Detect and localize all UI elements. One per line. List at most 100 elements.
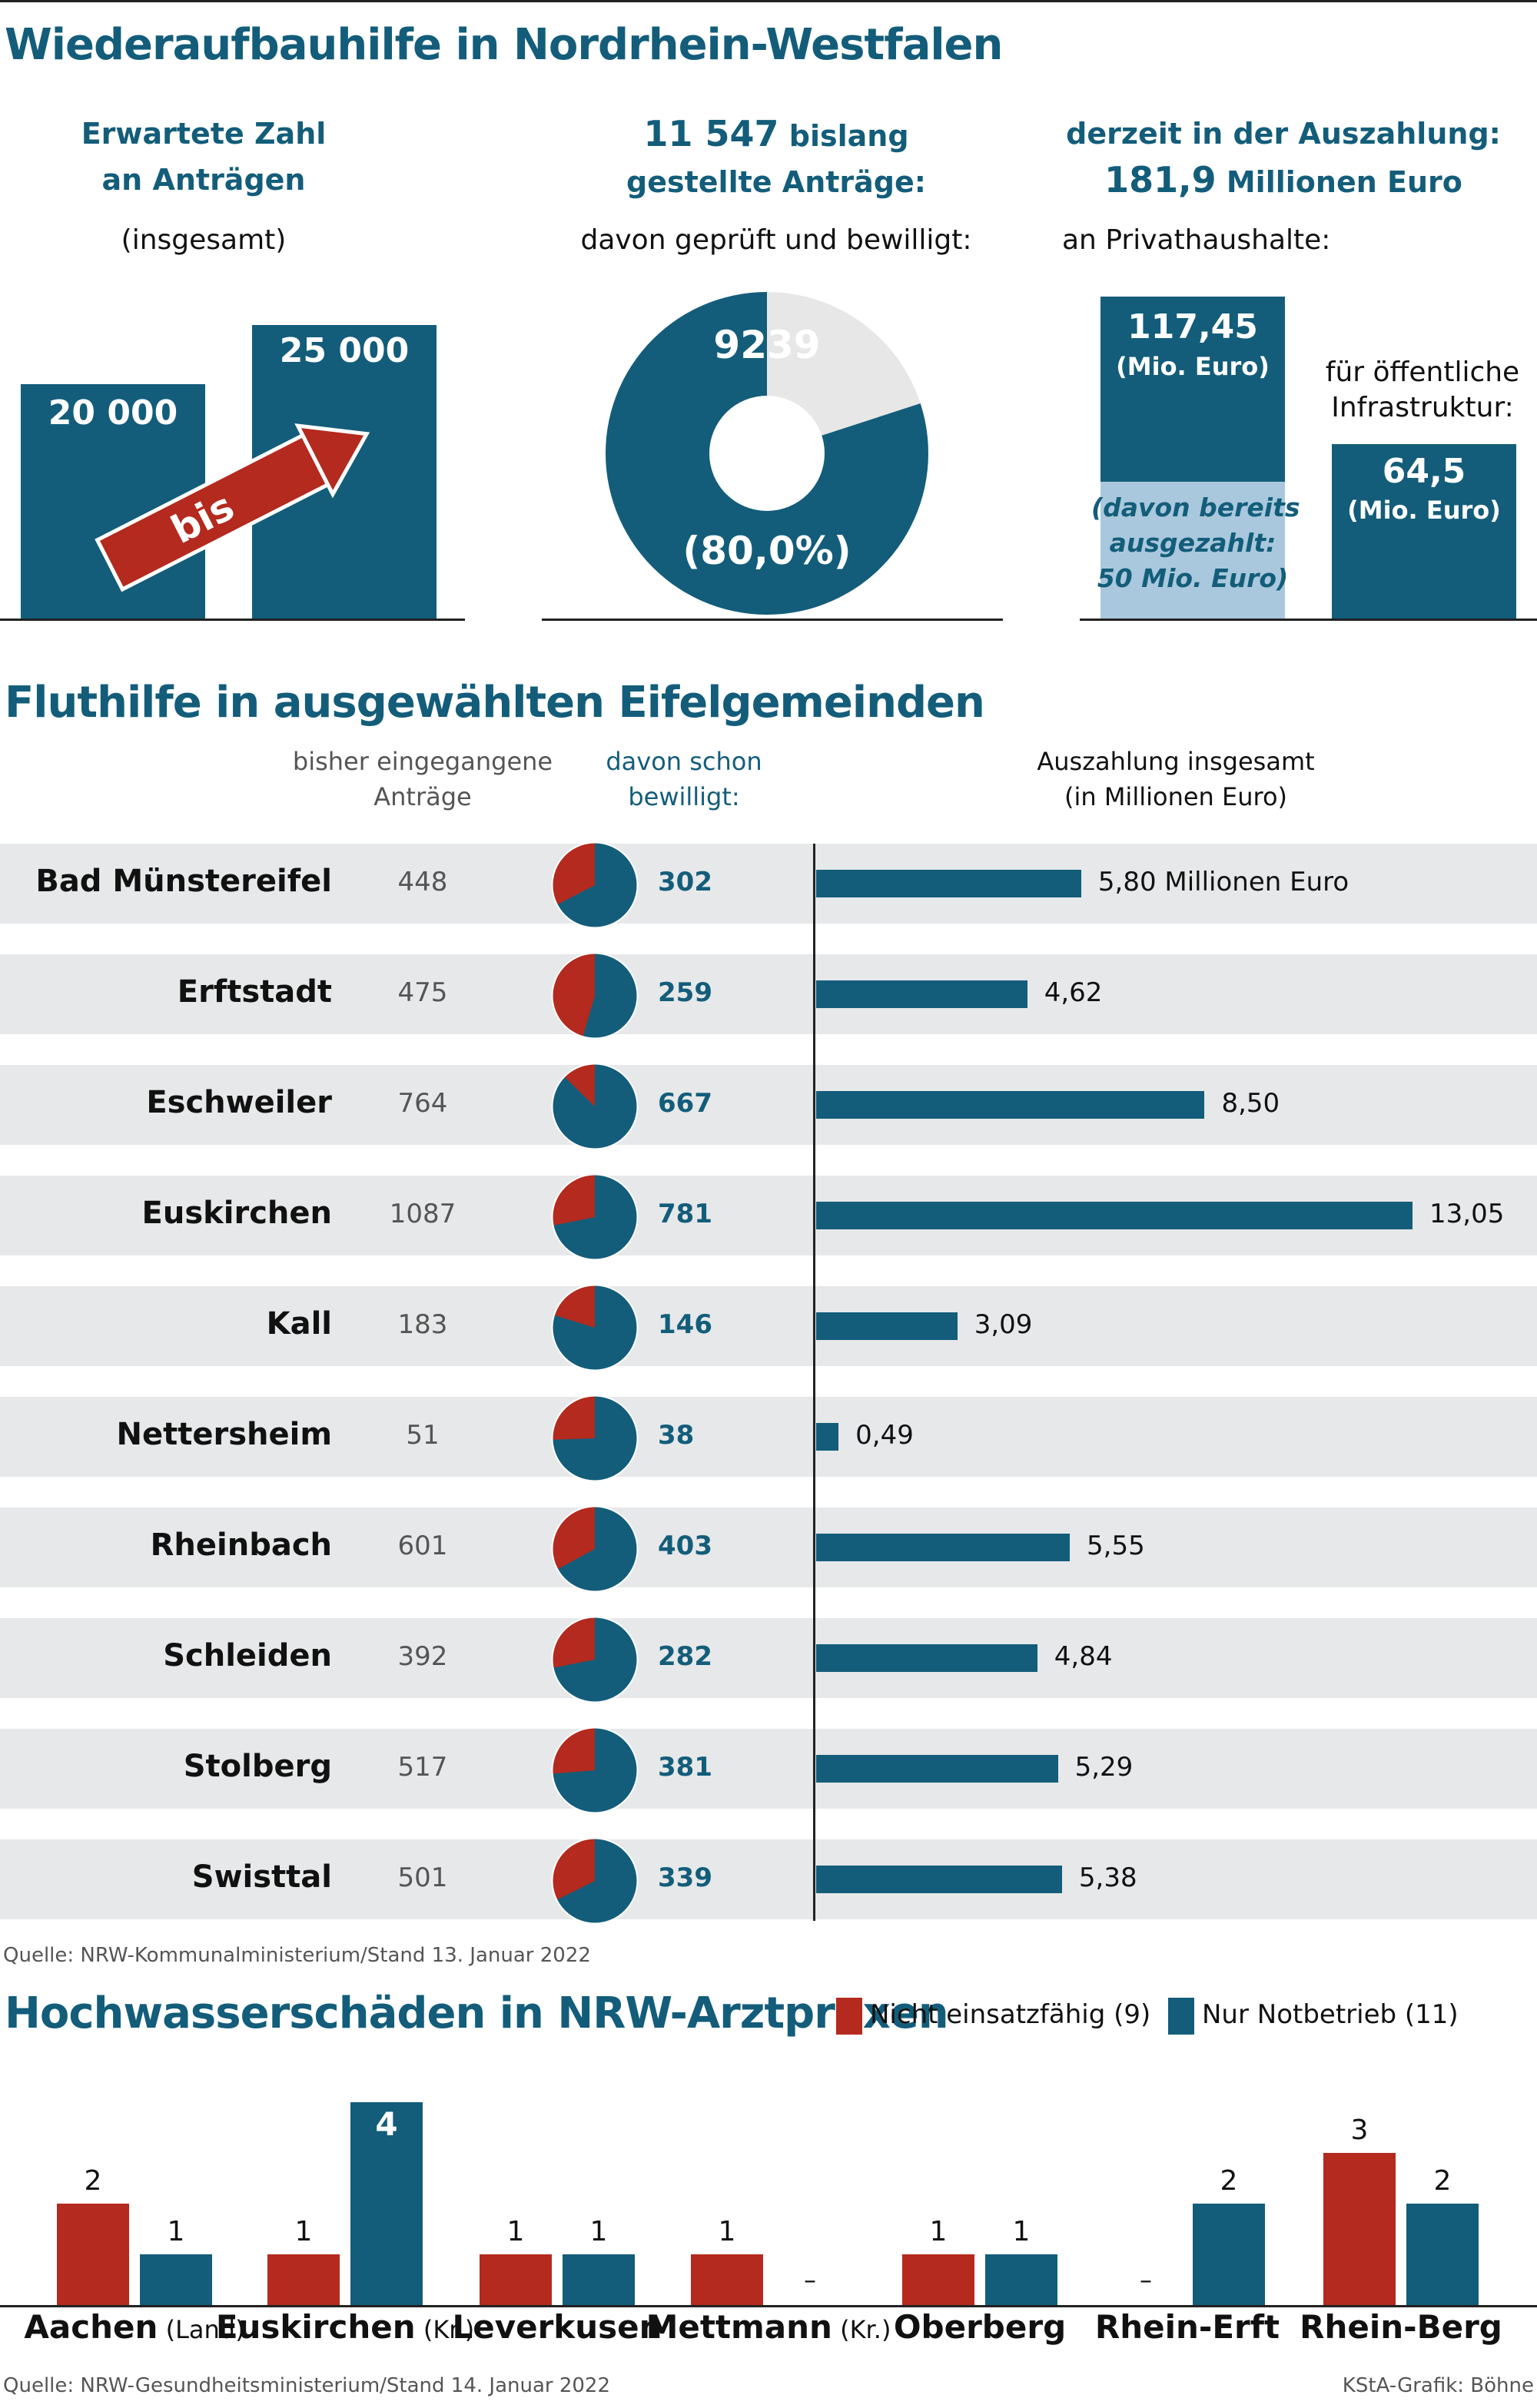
col1-baseline: [0, 619, 465, 621]
bar-not-operational: [267, 2254, 340, 2305]
payout-value: 5,29: [1074, 1752, 1134, 1783]
payout-value: 13,05: [1429, 1199, 1505, 1229]
municipality-name: Erftstadt: [177, 974, 332, 1010]
approval-pie: [551, 1837, 639, 1925]
bis-arrow: bis: [95, 423, 370, 592]
section1-title: Wiederaufbauhilfe in Nordrhein-Westfalen: [5, 20, 1003, 70]
bar-emergency-only: [350, 2102, 423, 2305]
col1-heading-line1: Erwartete Zahl: [81, 117, 327, 151]
payout-value: 4,84: [1054, 1641, 1113, 1672]
private-paid-line2: ausgezahlt:: [1109, 528, 1276, 558]
pie-outline: [551, 1284, 639, 1371]
header-received: bisher eingegangene Anträge: [292, 744, 553, 814]
pie-slice-approved: [552, 1285, 638, 1371]
payout-bar: [816, 1534, 1071, 1561]
col2-heading-number: 11 547: [643, 113, 779, 154]
category-label-main: Rhein-Berg: [1300, 2308, 1502, 2346]
approval-pie: [551, 1063, 639, 1150]
bar-value-label: 1: [167, 2216, 185, 2247]
bar-25000-label: 25 000: [279, 331, 410, 370]
table-row: [0, 1286, 1537, 1366]
col1-heading: Erwartete Zahl an Anträgen: [15, 111, 392, 203]
col2-heading-line2: gestellte Anträge:: [626, 165, 926, 199]
bar-value-label: 1: [718, 2216, 736, 2247]
donut-approved-label: 9239: [713, 323, 821, 367]
table-row: [0, 1507, 1537, 1587]
approved-count: 38: [658, 1420, 695, 1451]
approved-count: 403: [658, 1531, 712, 1561]
section3-source: Quelle: NRW-Gesundheitsministerium/Stand…: [3, 2374, 611, 2397]
category-label-main: Oberberg: [893, 2308, 1067, 2346]
bar-not-operational: [1323, 2153, 1396, 2305]
approved-count: 146: [658, 1309, 712, 1340]
col2-baseline: [542, 619, 1003, 621]
category-label-main: Euskirchen: [215, 2308, 416, 2346]
received-count: 475: [397, 977, 448, 1008]
received-count: 448: [397, 867, 448, 897]
pie-slice-approved: [556, 842, 638, 928]
approval-pie: [551, 1505, 639, 1593]
table-row: [0, 1839, 1537, 1919]
legend-red-label: Nicht einsatzfähig (9): [870, 1999, 1151, 2030]
bar-value-label: 2: [1433, 2165, 1452, 2197]
table-row: [0, 1065, 1537, 1145]
category-label-main: Leverkusen: [452, 2308, 662, 2346]
bar-value-label: 1: [294, 2216, 313, 2247]
bar-value-label: 1: [589, 2216, 608, 2247]
category-label: Aachen (Land): [0, 2308, 269, 2346]
payout-bar: [816, 1312, 958, 1340]
municipality-name: Eschweiler: [146, 1085, 332, 1120]
pie-slice-approved: [556, 1506, 638, 1592]
category-label-main: Rhein-Erft: [1094, 2308, 1280, 2346]
received-count: 501: [397, 1862, 448, 1893]
approval-pie: [551, 952, 639, 1040]
col2-sub: davon geprüft und bewilligt:: [580, 224, 972, 256]
pie-slice-approved: [553, 1174, 638, 1260]
pie-outline: [551, 1395, 639, 1482]
municipality-name: Nettersheim: [116, 1417, 332, 1452]
header-payout-line1: Auszahlung insgesamt: [1037, 747, 1315, 776]
approval-pie: [551, 1726, 639, 1814]
col3-heading-line2: 181,9 Millionen Euro: [1061, 157, 1506, 205]
municipality-name: Euskirchen: [141, 1196, 332, 1231]
top-rule: [0, 0, 1537, 2]
bar-emergency-only: [1406, 2204, 1479, 2305]
col3-heading-line1: derzeit in der Auszahlung:: [1066, 117, 1501, 151]
received-count: 183: [397, 1309, 448, 1340]
header-approved-line2: bewilligt:: [628, 782, 740, 811]
legend-not-operational: Nicht einsatzfähig (9): [836, 1993, 1150, 2036]
category-label: Rhein-Erft: [1053, 2308, 1322, 2346]
category-label: Oberberg: [845, 2308, 1114, 2346]
municipality-name: Schleiden: [163, 1638, 332, 1673]
bar-not-operational: [691, 2254, 763, 2305]
payout-bar: [816, 1202, 1413, 1229]
col3-heading-rest: Millionen Euro: [1216, 165, 1462, 199]
pie-outline: [551, 1173, 639, 1261]
pie-outline: [551, 1063, 639, 1150]
bar-private-paid: [1100, 482, 1285, 619]
section2-title: Fluthilfe in ausgewählten Eifelgemeinden: [5, 678, 985, 728]
payout-bar: [816, 1866, 1062, 1893]
received-count: 517: [397, 1752, 448, 1783]
credit: KStA-Grafik: Böhne: [1342, 2374, 1534, 2397]
table-row: [0, 844, 1537, 924]
pie-slice-approved: [553, 1617, 638, 1703]
col2-heading-line1: 11 547 bislang: [538, 111, 1014, 159]
header-received-line1: bisher eingegangene: [292, 747, 553, 776]
municipality-name: Kall: [266, 1306, 332, 1342]
pie-outline: [551, 952, 639, 1040]
category-label: Rhein-Berg: [1266, 2308, 1535, 2346]
approved-count: 259: [658, 977, 712, 1008]
category-label-main: Aachen: [24, 2308, 158, 2346]
category-label: Euskirchen (Kr.): [211, 2308, 480, 2346]
approved-count: 282: [658, 1641, 712, 1672]
payout-bar: [816, 980, 1027, 1008]
bar-zero-label: –: [1140, 2265, 1152, 2294]
header-approved-line1: davon schon: [606, 747, 762, 776]
public-value: 64,5: [1382, 452, 1466, 491]
col3-heading-number: 181,9: [1104, 159, 1217, 201]
payout-bar: [816, 1755, 1058, 1783]
table-row: [0, 1729, 1537, 1809]
legend-teal-swatch: [1168, 1997, 1194, 2035]
municipality-name: Stolberg: [183, 1749, 332, 1784]
